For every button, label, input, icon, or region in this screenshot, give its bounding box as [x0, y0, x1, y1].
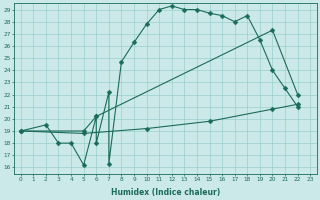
X-axis label: Humidex (Indice chaleur): Humidex (Indice chaleur): [111, 188, 220, 197]
